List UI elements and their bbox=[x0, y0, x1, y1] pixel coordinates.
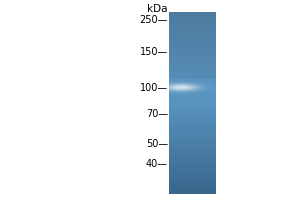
Text: 150—: 150— bbox=[140, 47, 168, 57]
Text: 50—: 50— bbox=[146, 139, 168, 149]
Text: 40—: 40— bbox=[146, 159, 168, 169]
Text: 70—: 70— bbox=[146, 109, 168, 119]
Text: 100—: 100— bbox=[140, 83, 168, 93]
Text: kDa: kDa bbox=[148, 4, 168, 14]
Text: 250—: 250— bbox=[140, 15, 168, 25]
